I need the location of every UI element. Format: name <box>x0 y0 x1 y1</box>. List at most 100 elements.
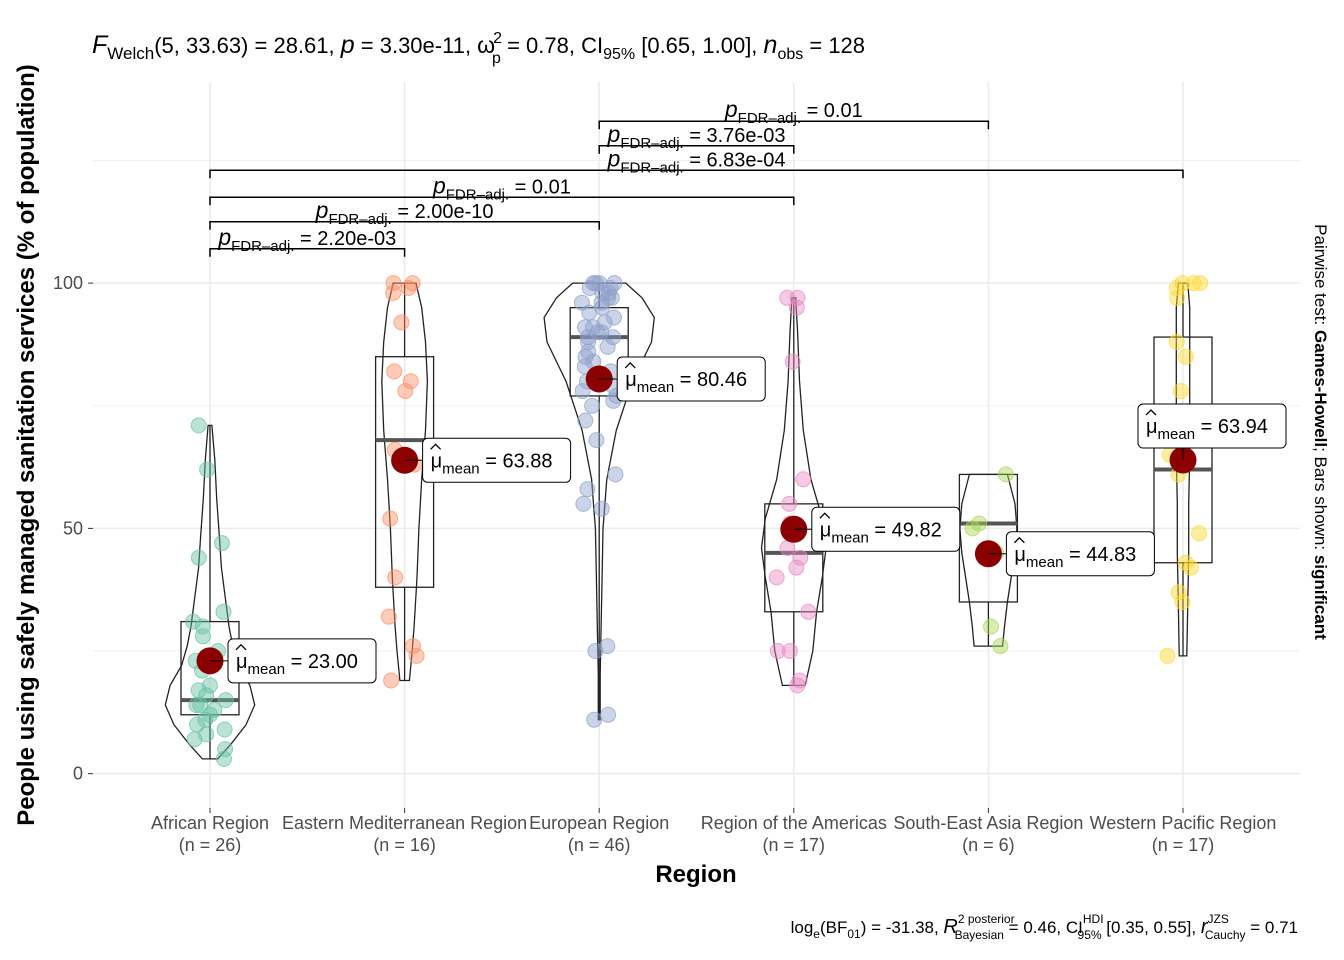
violin <box>1175 282 1191 657</box>
mean-label: μmean = 63.88 <box>431 450 553 477</box>
significance-label: pFDR–adj. = 2.20e-03 <box>217 224 396 255</box>
chart-caption: loge(BF01) = -31.38, R2 posterior Bayesia… <box>791 912 1298 942</box>
x-axis: African Region(n = 26) Eastern Mediterran… <box>151 808 1276 855</box>
data-point <box>404 275 421 292</box>
significance-bar <box>598 145 795 154</box>
y-tick-label: 0 <box>73 764 83 784</box>
data-point <box>206 701 223 718</box>
significance-bar <box>209 196 795 206</box>
x-axis-title: Region <box>655 861 736 888</box>
data-point <box>386 363 403 380</box>
data-point <box>769 643 786 659</box>
data-point <box>194 618 211 635</box>
x-tick-label: African Region <box>151 813 269 833</box>
x-tick-label: Region of the Americas <box>701 813 887 833</box>
x-tick-count: (n = 46) <box>568 835 631 855</box>
data-point <box>1191 525 1208 542</box>
data-point <box>380 608 397 625</box>
hat-mark <box>430 443 442 450</box>
data-point <box>1170 584 1187 601</box>
hat-mark <box>235 643 247 651</box>
x-tick-count: (n = 6) <box>962 835 1015 855</box>
x-tick-label: European Region <box>529 813 669 833</box>
significance-bar <box>209 221 600 230</box>
data-point <box>393 314 410 331</box>
y-axis-title: People using safely managed sanitation s… <box>13 64 40 826</box>
data-point <box>215 603 232 620</box>
data-point <box>792 549 809 566</box>
violin <box>760 297 827 687</box>
mean-label-box <box>1137 403 1287 449</box>
data-point <box>606 309 622 326</box>
mean-label-box <box>227 638 377 684</box>
data-point <box>1174 594 1191 610</box>
data-point <box>579 481 596 498</box>
data-point <box>584 397 601 414</box>
data-point <box>1192 275 1209 292</box>
x-tick-count: (n = 17) <box>763 835 826 855</box>
data-point <box>781 495 798 512</box>
data-point <box>382 510 399 527</box>
data-point <box>387 569 404 586</box>
data-point <box>788 559 805 576</box>
data-point <box>983 618 999 635</box>
mean-label: μmean = 63.94 <box>1146 416 1268 443</box>
data-point <box>1172 383 1189 399</box>
data-point <box>575 495 592 512</box>
data-point <box>397 383 414 399</box>
data-point <box>795 471 812 488</box>
data-point <box>781 643 798 659</box>
data-point <box>574 383 591 399</box>
data-point <box>992 638 1009 655</box>
y-axis: 0 50 100 <box>53 273 93 784</box>
box <box>569 306 629 397</box>
x-tick-count: (n = 26) <box>179 835 242 855</box>
mean-label: μmean = 49.82 <box>820 519 942 546</box>
data-point <box>1168 334 1185 350</box>
data-point <box>385 275 402 292</box>
mean-label-box <box>422 437 572 483</box>
data-point <box>600 706 617 723</box>
data-point <box>971 515 988 532</box>
data-point <box>214 535 230 552</box>
data-point <box>779 540 796 556</box>
mean-label: μmean = 44.83 <box>1014 544 1136 571</box>
data-point <box>1177 554 1194 571</box>
data-point <box>599 338 616 355</box>
chart-title: FWelch(5, 33.63) = 28.61, p = 3.30e-11, … <box>92 30 865 67</box>
hat-mark <box>1013 536 1025 544</box>
significance-bar <box>209 169 1184 179</box>
x-tick-label: South-East Asia Region <box>893 813 1083 833</box>
significance-label: pFDR–adj. = 2.00e-10 <box>315 197 494 228</box>
data-point <box>190 549 207 566</box>
data-point <box>573 294 590 311</box>
x-tick-count: (n = 17) <box>1152 835 1215 855</box>
data-point <box>599 638 616 655</box>
significance-label: pFDR–adj. = 3.76e-03 <box>607 121 786 152</box>
data-point <box>593 324 610 341</box>
data-point <box>791 672 808 689</box>
data-point <box>587 643 604 659</box>
violin <box>543 282 655 721</box>
data-point <box>201 677 218 694</box>
significance-bar <box>209 248 406 257</box>
box <box>764 503 824 613</box>
data-point <box>405 638 421 655</box>
data-point <box>189 716 205 733</box>
significance-label: pFDR–adj. = 0.01 <box>432 172 571 203</box>
significance-bar <box>598 120 990 130</box>
data-point <box>768 569 785 586</box>
data-point <box>197 711 214 728</box>
data-point <box>1185 275 1202 292</box>
mean-label-box <box>1005 531 1155 577</box>
pairwise-test-label: Pairwise test: Games-Howell; Bars shown:… <box>1311 224 1330 640</box>
data-point <box>1159 647 1176 664</box>
data-points <box>185 275 1209 767</box>
data-point <box>800 603 817 620</box>
data-point <box>190 417 207 434</box>
violin <box>381 282 429 682</box>
hat-mark <box>819 512 831 519</box>
data-point <box>1177 348 1194 365</box>
data-point <box>408 647 425 664</box>
mean-label-box <box>616 356 766 402</box>
